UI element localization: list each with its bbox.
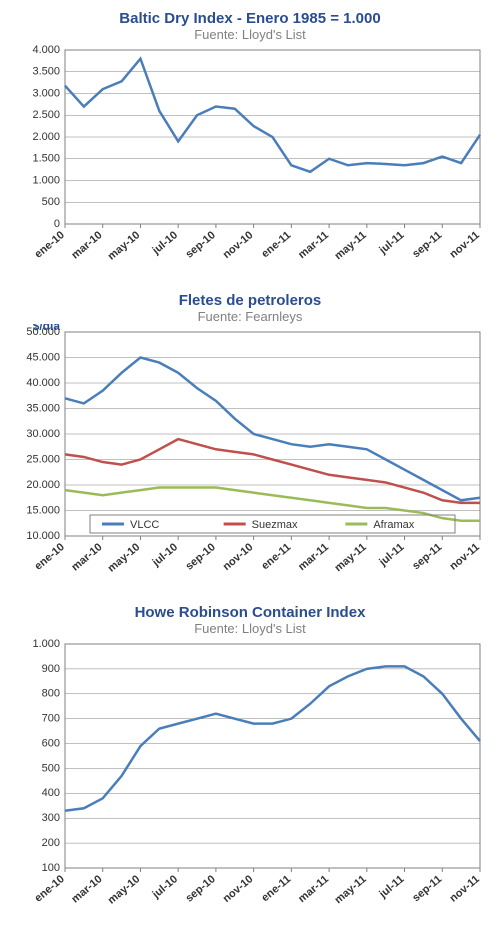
x-tick-label: ene-11 (259, 873, 293, 904)
y-tick-label: 1.000 (32, 638, 60, 650)
x-tick-label: sep-10 (183, 229, 217, 261)
plot-border (65, 644, 480, 868)
x-tick-label: jul-10 (150, 229, 180, 257)
x-tick-label: jul-10 (150, 873, 180, 901)
x-tick-label: may-11 (332, 229, 368, 262)
y-tick-label: 40.000 (26, 377, 60, 389)
x-tick-label: jul-11 (376, 873, 406, 901)
y-tick-label: 500 (42, 762, 60, 774)
x-tick-label: may-11 (332, 541, 368, 574)
x-tick-label: jul-11 (376, 229, 406, 257)
series-suezmax (65, 439, 480, 503)
x-tick-label: ene-10 (33, 541, 67, 573)
y-tick-label: 2.500 (32, 109, 60, 121)
y-tick-label: 500 (42, 196, 60, 208)
x-tick-label: jul-11 (376, 541, 406, 569)
y-tick-label: 30.000 (26, 428, 60, 440)
x-tick-label: mar-11 (296, 873, 331, 905)
y-tick-label: 100 (42, 862, 60, 874)
y-tick-label: 200 (42, 837, 60, 849)
x-tick-label: sep-11 (410, 229, 444, 260)
x-tick-label: mar-10 (69, 873, 104, 905)
x-tick-label: ene-10 (33, 873, 67, 905)
x-tick-label: mar-11 (296, 541, 331, 573)
x-tick-label: may-10 (106, 541, 143, 575)
x-tick-label: may-10 (106, 229, 143, 263)
y-tick-label: 25.000 (26, 453, 60, 465)
chart-svg: 10.000 15.000 20.000 25.000 30.000 35.000 40.0… (10, 324, 490, 584)
y-tick-label: 1.500 (32, 153, 60, 165)
legend-label: Aframax (373, 519, 414, 531)
x-tick-label: nov-10 (221, 873, 256, 905)
x-tick-label: sep-10 (183, 541, 217, 573)
x-tick-label: ene-11 (259, 229, 293, 260)
chart-svg: 1002003004005006007008009001.000ene-10ma… (10, 636, 490, 916)
y-tick-label: 4.000 (32, 44, 60, 56)
x-tick-label: mar-11 (296, 229, 331, 261)
x-tick-label: sep-10 (183, 873, 217, 905)
container-index-chart: Howe Robinson Container IndexFuente: Llo… (10, 604, 490, 916)
legend-label: Suezmax (252, 519, 298, 531)
x-tick-label: sep-11 (410, 541, 444, 572)
chart-svg: 0 500 1.000 1.500 2.000 2.500 3.000 3.500 4.000 e… (10, 42, 490, 272)
series-hrci (65, 666, 480, 810)
y-tick-label: 400 (42, 787, 60, 799)
y-tick-label: 3.500 (32, 66, 60, 78)
x-tick-label: nov-11 (448, 873, 482, 905)
y-axis-unit-label: $/día (33, 324, 61, 333)
x-tick-label: nov-10 (221, 541, 256, 573)
tanker-freight-chart: Fletes de petrolerosFuente: Fearnleys10.… (10, 292, 490, 584)
chart-subtitle: Fuente: Lloyd's List (10, 621, 490, 636)
y-tick-label: 35.000 (26, 402, 60, 414)
chart-title: Baltic Dry Index - Enero 1985 = 1.000 (10, 10, 490, 27)
y-tick-label: 0 (54, 218, 60, 230)
x-tick-label: ene-11 (259, 541, 293, 572)
x-tick-label: mar-10 (69, 229, 104, 261)
y-tick-label: 700 (42, 713, 60, 725)
y-tick-label: 300 (42, 812, 60, 824)
x-tick-label: ene-10 (33, 229, 67, 261)
chart-title: Fletes de petroleros (10, 292, 490, 309)
x-tick-label: nov-11 (448, 541, 482, 573)
chart-subtitle: Fuente: Lloyd's List (10, 27, 490, 42)
y-tick-label: 15.000 (26, 504, 60, 516)
x-tick-label: mar-10 (69, 541, 104, 573)
x-tick-label: may-11 (332, 873, 368, 906)
x-tick-label: nov-10 (221, 229, 256, 261)
legend-label: VLCC (130, 519, 159, 531)
series-aframax (65, 488, 480, 521)
y-tick-label: 10.000 (26, 530, 60, 542)
y-tick-label: 45.000 (26, 351, 60, 363)
y-tick-label: 900 (42, 663, 60, 675)
chart-title: Howe Robinson Container Index (10, 604, 490, 621)
x-tick-label: may-10 (106, 873, 143, 907)
y-tick-label: 20.000 (26, 479, 60, 491)
y-tick-label: 800 (42, 688, 60, 700)
x-tick-label: jul-10 (150, 541, 180, 569)
x-tick-label: sep-11 (410, 873, 444, 904)
y-tick-label: 600 (42, 737, 60, 749)
y-tick-label: 1.000 (32, 174, 60, 186)
series-vlcc (65, 358, 480, 501)
chart-subtitle: Fuente: Fearnleys (10, 309, 490, 324)
y-tick-label: 3.000 (32, 87, 60, 99)
baltic-dry-chart: Baltic Dry Index - Enero 1985 = 1.000Fue… (10, 10, 490, 272)
y-tick-label: 2.000 (32, 131, 60, 143)
x-tick-label: nov-11 (448, 229, 482, 261)
